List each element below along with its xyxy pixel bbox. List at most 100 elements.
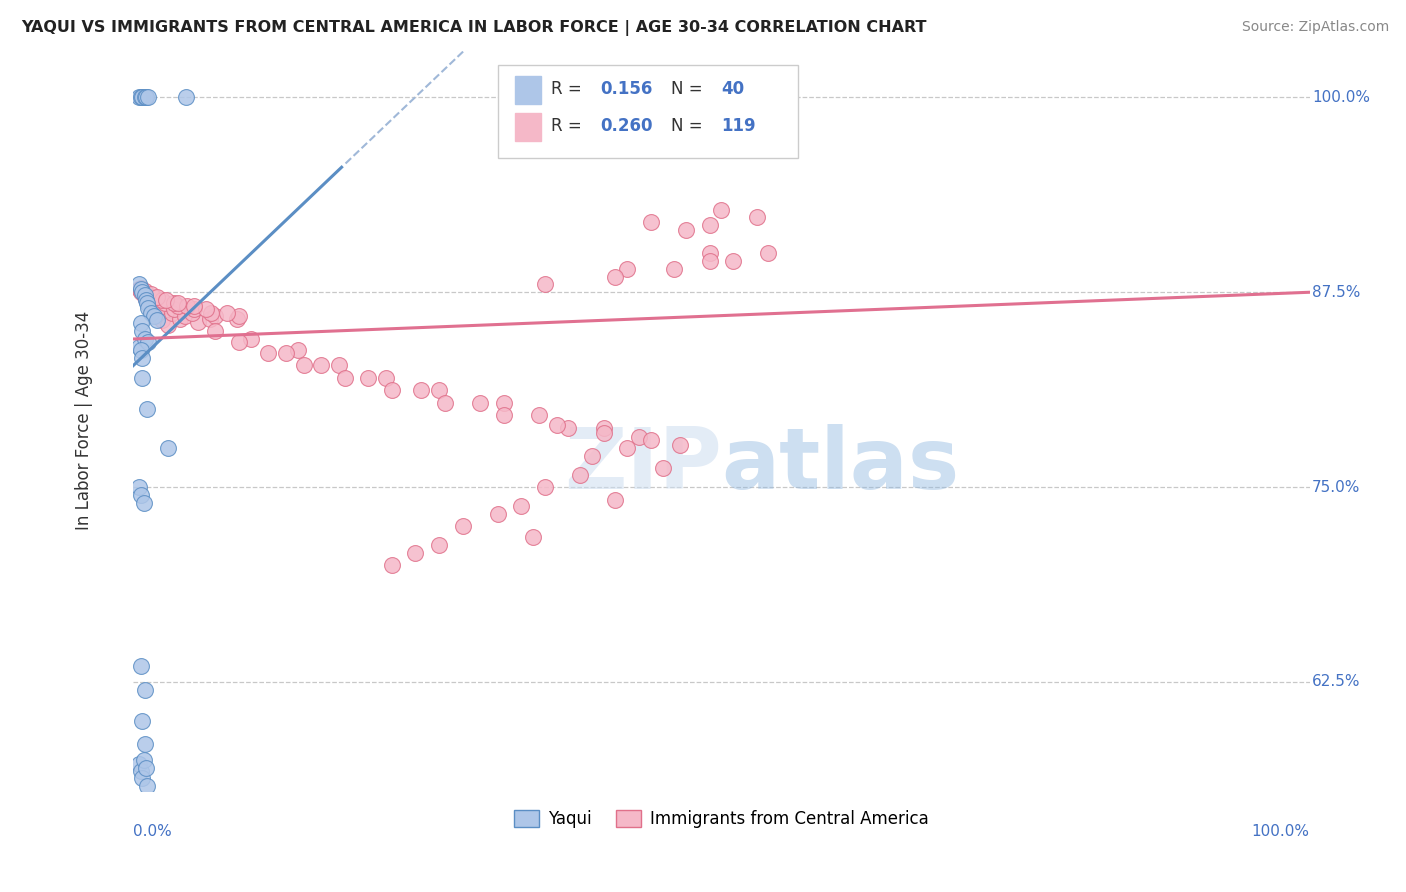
Point [228,309,250,323]
FancyBboxPatch shape [498,65,797,158]
Point [134,284,156,298]
Point [128,277,150,292]
Point [180,305,202,319]
Point [486,507,509,521]
Point [357,371,380,385]
Point [404,545,426,559]
Point [651,461,673,475]
Point [152,293,174,307]
Point [669,438,692,452]
Point [155,293,177,307]
Point [136,296,159,310]
Point [152,299,174,313]
Point [311,359,333,373]
Point [328,359,350,373]
Point [131,371,153,385]
Text: 0.0%: 0.0% [134,824,172,839]
Point [134,332,156,346]
Point [758,246,780,260]
Point [451,519,474,533]
Text: 62.5%: 62.5% [1312,674,1361,690]
Point [136,90,159,104]
Text: 40: 40 [721,80,745,98]
Text: ZIP: ZIP [564,424,721,507]
Text: 87.5%: 87.5% [1312,285,1361,300]
Point [217,305,239,319]
Point [675,223,697,237]
Text: 0.156: 0.156 [600,80,652,98]
Point [134,288,156,302]
Point [163,296,186,310]
Point [257,346,280,360]
Point [204,324,226,338]
Point [510,499,533,513]
Bar [516,76,541,104]
Point [204,309,226,323]
Point [470,396,492,410]
Point [287,343,309,357]
Point [166,296,188,310]
Point [129,282,152,296]
Point [134,290,156,304]
Point [592,421,614,435]
Point [136,286,159,301]
Point [129,285,152,300]
Point [129,659,152,673]
Point [640,434,662,448]
Point [145,313,167,327]
Point [292,359,315,373]
Point [546,417,568,432]
Point [699,254,721,268]
Point [183,302,205,317]
Point [128,480,150,494]
Point [166,299,188,313]
Point [183,299,205,313]
Point [592,425,614,440]
Point [139,286,162,301]
Point [153,296,176,310]
Point [274,346,297,360]
Point [143,304,166,318]
Text: 75.0%: 75.0% [1312,480,1361,494]
Point [333,371,356,385]
Point [557,421,579,435]
Point [131,772,153,786]
Point [135,761,157,775]
Point [627,430,650,444]
Point [581,449,603,463]
Point [128,90,150,104]
Text: R =: R = [551,117,582,136]
Point [616,441,638,455]
Point [136,301,159,315]
Point [136,335,159,350]
Point [135,293,157,307]
Point [605,269,627,284]
Point [616,261,638,276]
Text: R =: R = [551,80,582,98]
Point [131,351,153,365]
Point [605,492,627,507]
Point [134,90,156,104]
Point [534,480,557,494]
Point [187,315,209,329]
Point [136,402,159,417]
Point [745,211,768,225]
Point [145,309,167,323]
Point [135,90,157,104]
Point [152,313,174,327]
Point [129,764,152,778]
Text: 119: 119 [721,117,756,136]
Point [200,305,222,319]
Point [145,290,167,304]
Point [492,409,515,423]
Point [527,409,550,423]
Point [239,332,262,346]
Point [721,254,744,268]
Point [136,779,159,793]
Point [169,311,191,326]
Text: In Labor Force | Age 30-34: In Labor Force | Age 30-34 [75,311,93,531]
Point [163,302,186,317]
Point [381,558,404,572]
Legend: Yaqui, Immigrants from Central America: Yaqui, Immigrants from Central America [508,803,935,834]
Text: atlas: atlas [721,424,960,507]
